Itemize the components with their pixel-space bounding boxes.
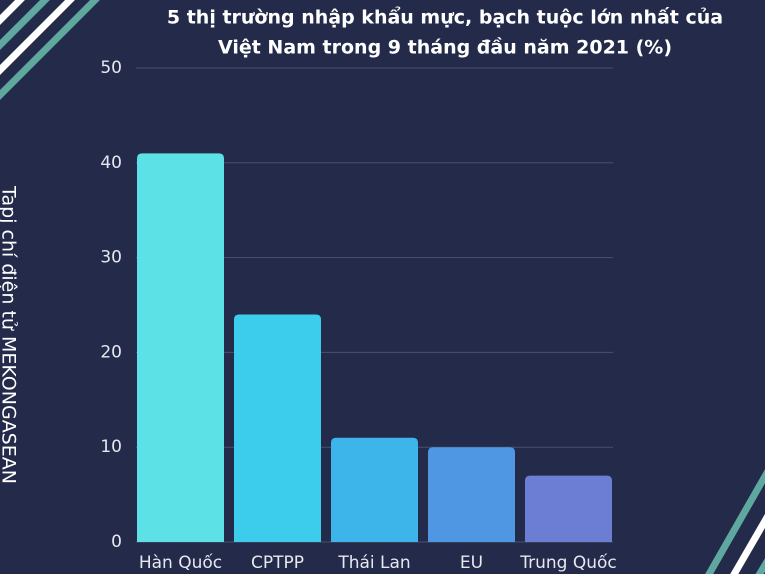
y-tick-label: 10 (100, 437, 122, 457)
x-tick-label: EU (460, 553, 483, 573)
corner-stripes-top-left (0, 0, 100, 100)
bar (428, 447, 515, 542)
chart-title: 5 thị trường nhập khẩu mực, bạch tuộc lớ… (167, 6, 723, 29)
y-tick-label: 40 (100, 153, 122, 173)
y-tick-label: 30 (100, 248, 122, 268)
chart-title: Việt Nam trong 9 tháng đầu năm 2021 (%) (218, 36, 672, 59)
y-tick-label: 0 (111, 532, 122, 552)
bar (525, 475, 612, 542)
y-tick-label: 20 (100, 342, 122, 362)
x-tick-label: CPTPP (251, 553, 304, 573)
corner-stripes-bottom-right (705, 469, 765, 574)
x-tick-label: Hàn Quốc (139, 552, 222, 573)
side-label: Tapj chí điện tử MEKONGASEAN (0, 185, 20, 484)
bar (137, 153, 224, 542)
x-tick-label: Trung Quốc (519, 552, 617, 573)
x-tick-label: Thái Lan (337, 553, 410, 573)
bar (234, 314, 321, 542)
bar (331, 437, 418, 542)
y-tick-label: 50 (100, 58, 122, 78)
